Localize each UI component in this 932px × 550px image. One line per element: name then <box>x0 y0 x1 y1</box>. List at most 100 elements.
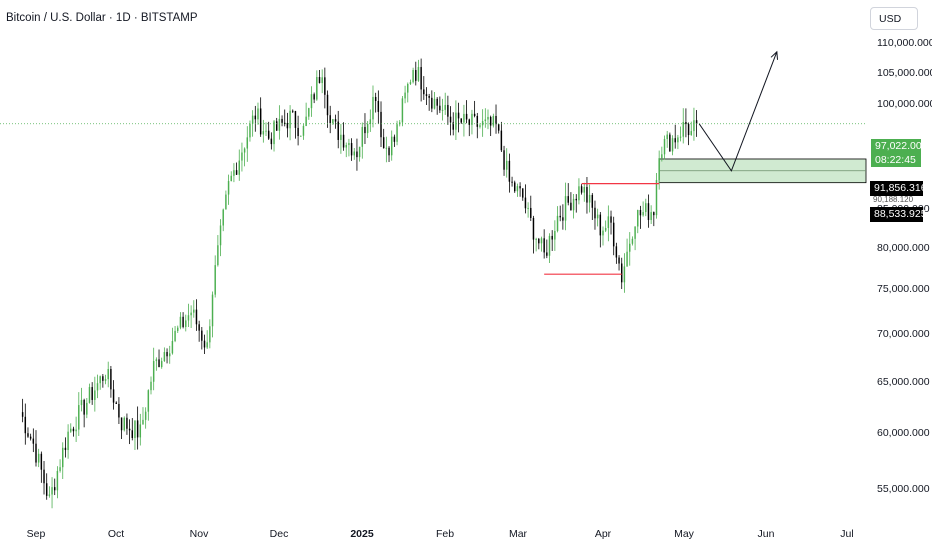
candle-body <box>265 130 267 132</box>
candle-body <box>599 214 602 236</box>
candle <box>201 327 203 350</box>
time-tick-label: Jul <box>840 528 854 540</box>
candle-body <box>511 181 513 183</box>
candle-body <box>570 202 572 211</box>
candle <box>554 220 556 251</box>
candle <box>230 171 232 182</box>
candle-body <box>535 238 537 240</box>
candle <box>570 192 572 211</box>
candle-body <box>388 147 390 156</box>
candle-body <box>158 359 160 368</box>
candle-body <box>546 252 548 256</box>
candle-body <box>345 145 347 148</box>
candle-body <box>607 216 610 229</box>
candle <box>243 147 246 167</box>
candle <box>559 205 561 222</box>
candle-body <box>594 207 596 219</box>
candle <box>457 102 460 133</box>
candle-body <box>64 447 67 451</box>
candle <box>350 138 353 161</box>
candle-body <box>209 326 211 343</box>
candle <box>217 235 219 267</box>
candle <box>508 153 511 193</box>
candle-body <box>257 108 259 120</box>
candle <box>377 90 380 124</box>
candle <box>163 347 166 362</box>
candle-body <box>519 186 521 189</box>
candle-body <box>417 67 420 81</box>
candle <box>473 100 476 118</box>
price-tick-label: 70,000.000 <box>877 327 930 340</box>
candle <box>637 209 639 234</box>
candle <box>155 357 158 371</box>
currency-selector-button[interactable]: USD <box>870 7 918 30</box>
candle <box>324 67 326 109</box>
candle <box>37 448 40 468</box>
candle <box>340 123 342 154</box>
candle-body <box>551 235 553 240</box>
candle-body <box>187 315 190 321</box>
candle-body <box>524 197 527 209</box>
candle-body <box>420 67 422 90</box>
candle-body <box>433 98 436 109</box>
candle <box>120 417 123 440</box>
candle-body <box>471 113 473 125</box>
candle-body <box>185 320 187 327</box>
projection-path <box>698 51 778 172</box>
candle-body <box>144 411 147 420</box>
candle-body <box>227 181 230 195</box>
candle-body <box>484 119 487 122</box>
candle <box>275 117 278 131</box>
candle-body <box>160 361 163 368</box>
candle-body <box>262 131 265 135</box>
candle <box>629 232 631 266</box>
candle-body <box>316 77 318 100</box>
candle-body <box>695 120 698 124</box>
candle-body <box>575 198 577 201</box>
candle <box>265 122 267 136</box>
candle-body <box>441 109 444 111</box>
candle <box>495 104 497 134</box>
candle <box>241 142 243 172</box>
candle-body <box>508 160 511 182</box>
candle <box>382 128 385 149</box>
candle <box>511 176 513 187</box>
zone-mid-price-tag: 90,188.120 <box>873 195 914 204</box>
price-tick-label: 55,000.000 <box>877 483 930 495</box>
candle <box>468 118 471 137</box>
candle <box>297 115 299 146</box>
candle-body <box>179 316 182 328</box>
candle-body <box>96 383 99 391</box>
candle <box>254 105 257 132</box>
candle <box>623 253 626 293</box>
candle <box>43 460 45 495</box>
time-tick-label: Nov <box>189 528 209 540</box>
candle <box>45 473 48 500</box>
candle <box>235 162 238 175</box>
candle-body <box>610 216 612 223</box>
time-tick-label: Feb <box>435 528 455 540</box>
candle <box>527 202 529 218</box>
candle-body <box>281 118 283 123</box>
candle <box>348 138 350 157</box>
candle <box>519 182 521 197</box>
candle-body <box>278 118 281 131</box>
candle-body <box>639 210 642 216</box>
candle <box>53 478 56 496</box>
candle <box>575 194 577 213</box>
candle <box>305 102 307 127</box>
candle-body <box>548 235 551 256</box>
candle-body <box>382 137 385 149</box>
candle-body <box>99 376 101 384</box>
candle-body <box>246 137 249 149</box>
candle <box>399 120 401 127</box>
candle-body <box>655 179 658 216</box>
candle-body <box>225 194 227 210</box>
candle <box>401 96 404 127</box>
candle <box>259 97 262 137</box>
candle <box>177 325 179 333</box>
price-tick-label: 105,000.000 <box>877 66 932 79</box>
candle-body <box>685 122 687 125</box>
current-price-tag: 97,022.000 08:22:45 <box>871 139 928 167</box>
